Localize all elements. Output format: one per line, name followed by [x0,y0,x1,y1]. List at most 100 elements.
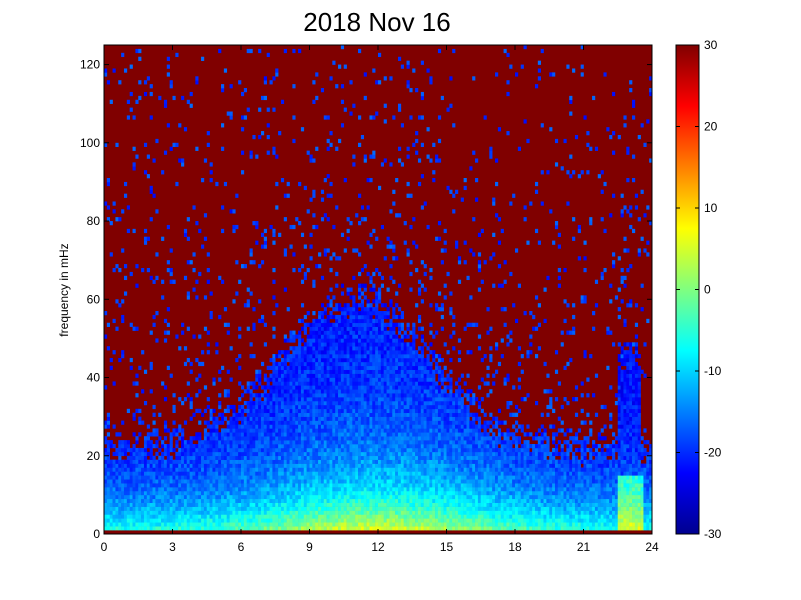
heatmap-cell [375,408,379,414]
heatmap-cell [369,518,373,523]
heatmap-cell [238,510,242,515]
heatmap-cell [323,451,327,457]
heatmap-cell [412,217,416,222]
heatmap-cell [141,475,145,480]
heatmap-cell [221,420,225,425]
heatmap-cell [232,228,236,234]
heatmap-cell [395,354,399,359]
heatmap-cell [123,506,128,511]
heatmap-cell [323,369,327,374]
heatmap-cell [383,510,387,515]
heatmap-cell [397,502,402,507]
heatmap-cell [203,514,208,519]
heatmap-cell [104,463,108,468]
heatmap-cell [352,416,356,421]
heatmap-cell [269,490,273,496]
heatmap-cell [375,436,379,441]
heatmap-cell [266,490,270,496]
heatmap-cell [389,385,393,390]
heatmap-cell [389,397,393,402]
heatmap-cell [263,404,267,410]
heatmap-cell [183,510,188,515]
heatmap-cell [329,408,333,414]
heatmap-cell [166,514,170,519]
heatmap-cell [152,522,156,527]
heatmap-cell [315,436,319,441]
heatmap-cell [320,400,325,406]
heatmap-cell [260,393,265,398]
heatmap-cell [143,510,148,515]
heatmap-cell [355,424,359,429]
heatmap-cell [232,490,236,496]
heatmap-cell [329,518,333,523]
heatmap-cell [163,385,168,390]
heatmap-cell [335,459,339,464]
heatmap-cell [380,365,384,370]
heatmap-cell [400,64,404,69]
heatmap-cell [243,424,247,429]
heatmap-cell [360,526,365,531]
heatmap-cell [360,369,365,374]
heatmap-cell [206,487,210,492]
heatmap-cell [118,471,122,476]
heatmap-cell [406,463,410,468]
heatmap-cell [363,483,367,488]
heatmap-cell [260,131,265,136]
heatmap-cell [112,350,116,355]
heatmap-cell [175,490,179,496]
heatmap-cell [252,260,256,265]
heatmap-cell [221,490,225,496]
heatmap-cell [166,330,170,335]
heatmap-cell [121,451,125,457]
heatmap-cell [320,522,325,527]
heatmap-cell [249,518,253,523]
heatmap-cell [266,510,270,515]
heatmap-cell [203,487,208,492]
heatmap-cell [363,475,367,480]
heatmap-cell [141,447,145,453]
heatmap-cell [383,369,387,374]
heatmap-cell [112,209,116,214]
heatmap-cell [415,369,419,374]
heatmap-cell [146,518,150,523]
heatmap-cell [315,432,319,437]
heatmap-cell [215,451,219,457]
heatmap-cell [209,432,213,437]
heatmap-cell [397,451,402,457]
heatmap-cell [243,467,247,472]
heatmap-cell [138,514,142,519]
heatmap-cell [132,518,136,523]
heatmap-cell [378,326,382,331]
heatmap-cell [203,522,208,527]
heatmap-cell [135,463,139,468]
heatmap-cell [109,522,113,527]
heatmap-cell [226,408,230,414]
heatmap-cell [352,436,356,441]
heatmap-cell [286,479,290,484]
heatmap-cell [372,494,376,500]
heatmap-cell [340,346,345,351]
heatmap-cell [232,209,236,214]
heatmap-cell [378,467,382,472]
heatmap-cell [389,420,393,425]
heatmap-cell [312,318,316,324]
heatmap-cell [400,361,404,367]
heatmap-cell [155,451,159,457]
heatmap-cell [263,424,267,429]
heatmap-cell [241,393,245,398]
heatmap-cell [380,506,384,511]
heatmap-cell [409,436,413,441]
heatmap-cell [278,131,282,136]
heatmap-cell [272,267,276,273]
heatmap-cell [326,459,330,464]
heatmap-cell [375,502,379,507]
heatmap-cell [198,408,202,414]
heatmap-cell [215,420,219,425]
heatmap-cell [346,311,350,316]
heatmap-cell [392,494,396,500]
heatmap-cell [386,393,390,398]
heatmap-cell [235,440,239,445]
heatmap-cell [298,479,302,484]
heatmap-cell [141,479,145,484]
heatmap-cell [386,502,390,507]
